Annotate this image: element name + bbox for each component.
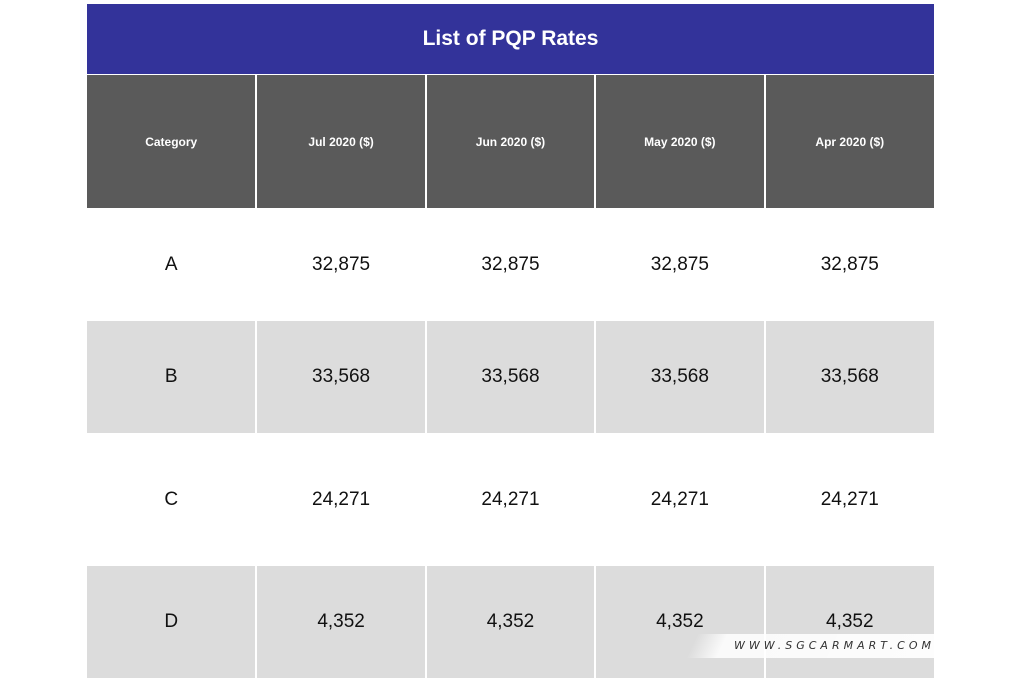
- header-row: Category Jul 2020 ($) Jun 2020 ($) May 2…: [87, 75, 934, 208]
- header-category: Category: [87, 75, 258, 208]
- rate-cell: 32,875: [425, 208, 597, 321]
- table-title: List of PQP Rates: [87, 4, 934, 75]
- rate-cell: 32,875: [595, 208, 766, 321]
- rate-cell: 33,568: [256, 321, 427, 433]
- header-may-2020: May 2020 ($): [595, 75, 766, 208]
- table-row: D 4,352 4,352 4,352 4,352: [87, 566, 934, 678]
- watermark: WWW.SGCARMART.COM: [686, 634, 948, 658]
- category-cell: B: [87, 321, 258, 433]
- rate-cell: 24,271: [595, 433, 766, 566]
- header-jul-2020: Jul 2020 ($): [256, 75, 427, 208]
- rate-cell: 4,352: [256, 566, 427, 678]
- rate-cell: 4,352: [425, 566, 597, 678]
- category-cell: A: [87, 208, 258, 321]
- category-cell: C: [87, 433, 258, 566]
- rate-cell: 33,568: [425, 321, 597, 433]
- pqp-rates-table: Category Jul 2020 ($) Jun 2020 ($) May 2…: [87, 75, 934, 678]
- rate-cell: 24,271: [764, 433, 934, 566]
- rate-cell: 4,352: [595, 566, 766, 678]
- rate-cell: 24,271: [256, 433, 427, 566]
- rate-cell: 33,568: [764, 321, 934, 433]
- watermark-text: WWW.SGCARMART.COM: [734, 639, 935, 652]
- rate-cell: 4,352: [764, 566, 934, 678]
- header-jun-2020: Jun 2020 ($): [425, 75, 597, 208]
- rate-cell: 33,568: [595, 321, 766, 433]
- pqp-rates-table-container: List of PQP Rates Category Jul 2020 ($) …: [87, 4, 934, 678]
- table-row: B 33,568 33,568 33,568 33,568: [87, 321, 934, 433]
- rate-cell: 24,271: [425, 433, 597, 566]
- table-row: A 32,875 32,875 32,875 32,875: [87, 208, 934, 321]
- rate-cell: 32,875: [256, 208, 427, 321]
- category-cell: D: [87, 566, 258, 678]
- table-row: C 24,271 24,271 24,271 24,271: [87, 433, 934, 566]
- header-apr-2020: Apr 2020 ($): [764, 75, 934, 208]
- rate-cell: 32,875: [764, 208, 934, 321]
